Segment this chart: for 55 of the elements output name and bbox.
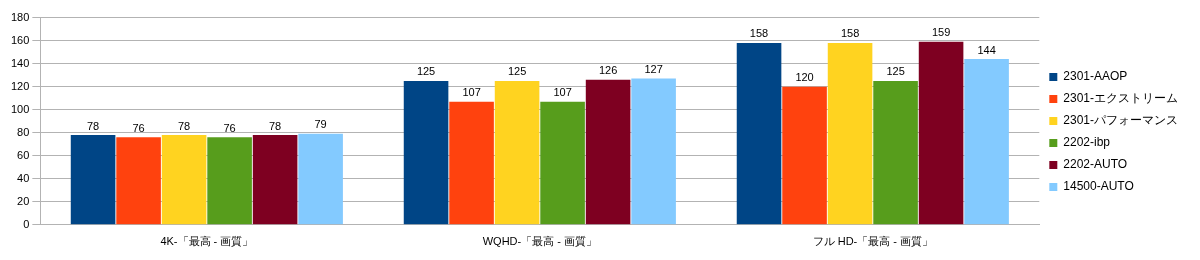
- y-tick-label: 100: [10, 102, 30, 115]
- legend-label: 2301-AAOP: [1063, 69, 1128, 84]
- bar: [964, 59, 1009, 225]
- data-label: 126: [598, 64, 618, 77]
- bar: [449, 101, 494, 225]
- bar: [403, 80, 449, 225]
- bar: [631, 78, 676, 225]
- x-tick-label: 4K-「最高 - 画質」: [160, 235, 254, 248]
- y-tick-label: 20: [17, 194, 30, 207]
- bar: [918, 41, 964, 225]
- data-label: 158: [749, 27, 769, 40]
- y-tick-label: 140: [10, 56, 30, 69]
- data-label: 78: [177, 119, 191, 132]
- bar: [585, 79, 631, 225]
- x-tick-label: フル HD-「最高 - 画質」: [812, 235, 934, 248]
- data-label: 159: [931, 26, 951, 39]
- legend-label: 14500-AUTO: [1063, 179, 1134, 194]
- legend-label: 2202-AUTO: [1063, 157, 1128, 172]
- bar: [70, 135, 116, 225]
- data-label: 76: [223, 121, 236, 134]
- legend-label: 2301-パフォーマンス: [1063, 113, 1179, 128]
- x-tick-label: WQHD-「最高 - 画質」: [482, 235, 597, 248]
- bar: [540, 101, 585, 225]
- bar: [298, 133, 343, 225]
- bar: [252, 135, 298, 225]
- y-tick-label: 160: [10, 33, 30, 46]
- data-label: 76: [132, 121, 145, 134]
- bar: [161, 135, 207, 225]
- bar: [827, 42, 873, 225]
- bar: [207, 137, 252, 225]
- y-tick-label: 0: [23, 217, 30, 230]
- bar: [782, 86, 827, 225]
- data-label: 144: [977, 43, 996, 56]
- legend-label: 2202-ibp: [1063, 135, 1111, 150]
- y-tick-label: 180: [10, 10, 30, 23]
- bar: [116, 137, 161, 225]
- data-label: 120: [795, 71, 814, 84]
- y-tick-label: 40: [17, 171, 30, 184]
- bar: [494, 80, 540, 225]
- data-label: 79: [314, 118, 327, 131]
- y-tick-label: 60: [17, 148, 30, 161]
- bar: [873, 80, 918, 225]
- data-label: 158: [840, 27, 860, 40]
- data-label: 78: [86, 119, 100, 132]
- y-tick-label: 80: [17, 125, 30, 138]
- data-label: 107: [462, 86, 481, 99]
- legend-label: 2301-エクストリーム: [1063, 91, 1179, 106]
- data-label: 125: [507, 65, 527, 78]
- data-label: 107: [553, 86, 572, 99]
- bar: [736, 42, 782, 225]
- data-label: 127: [644, 63, 663, 76]
- data-label: 78: [268, 119, 282, 132]
- data-label: 125: [886, 65, 905, 78]
- y-tick-label: 120: [10, 79, 30, 92]
- data-label: 125: [416, 65, 436, 78]
